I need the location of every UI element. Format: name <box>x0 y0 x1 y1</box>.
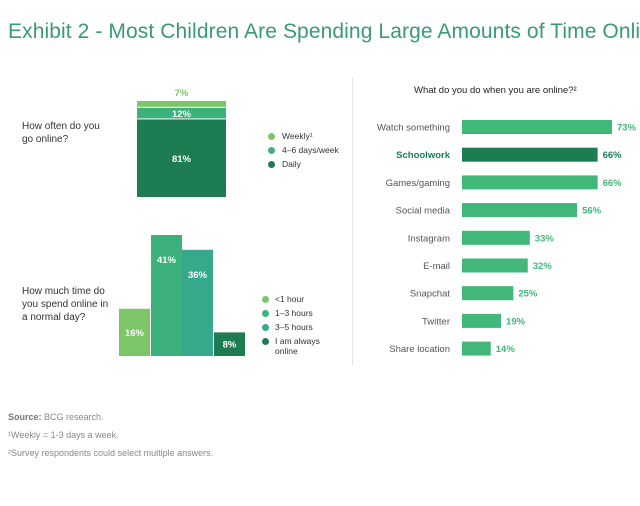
source-text: BCG research. <box>41 412 104 422</box>
time-bar-group: 16% 41% 36% 8% <box>119 235 245 356</box>
legend-label: Daily <box>282 159 301 169</box>
chart-title: Exhibit 2 - Most Children Are Spending L… <box>8 20 640 43</box>
legend-label: 3–5 hours <box>275 322 313 332</box>
stack-label: 7% <box>175 88 189 99</box>
footnote-2: ²Survey respondents could select multipl… <box>8 448 214 458</box>
time-bar <box>182 249 213 356</box>
value-label: 66% <box>603 178 623 189</box>
category-label: Share location <box>389 344 450 355</box>
category-label: Instagram <box>408 233 450 244</box>
time-bar-label: 8% <box>223 340 237 351</box>
activity-bar <box>462 203 578 218</box>
stack-segment <box>137 101 226 107</box>
time-bar-label: 41% <box>157 255 177 266</box>
value-label: 19% <box>506 316 526 327</box>
category-label: Social media <box>396 206 451 217</box>
activity-bar <box>462 175 598 190</box>
hbar-group: Watch something 73% Schoolwork 66% Games/gam… <box>377 120 637 356</box>
category-label: E-mail <box>423 261 450 272</box>
value-label: 25% <box>518 289 538 300</box>
legend-dot <box>268 147 275 154</box>
activity-bar <box>462 120 612 134</box>
time-chart: 16% 41% 36% 8% <box>119 235 245 356</box>
legend-label: 4–6 days/week <box>282 145 339 155</box>
activity-bar <box>462 313 502 328</box>
legend-dot <box>262 296 269 303</box>
stack-label: 81% <box>172 154 192 165</box>
activity-bar <box>462 258 528 273</box>
legend-dot <box>268 161 275 168</box>
activity-bar <box>462 341 491 356</box>
legend-label: 1–3 hours <box>275 308 313 318</box>
value-label: 56% <box>582 206 602 217</box>
stack-segment <box>137 107 226 119</box>
category-label: Games/gaming <box>386 178 450 189</box>
category-label: Snapchat <box>410 289 451 300</box>
time-bar-label: 36% <box>188 270 208 281</box>
legend-label: Weekly¹ <box>282 131 313 141</box>
value-label: 32% <box>533 261 553 272</box>
category-label: Watch something <box>377 123 450 134</box>
legend-dot <box>268 133 275 140</box>
legend-dot <box>262 338 269 345</box>
category-label: Twitter <box>422 316 450 327</box>
legend-dot <box>262 310 269 317</box>
value-label: 33% <box>535 233 555 244</box>
question-time: How much time do you spend online in a n… <box>22 286 109 323</box>
time-bar <box>214 332 245 356</box>
activity-bar <box>462 147 598 162</box>
frequency-chart: 81% 12% 7% <box>137 88 226 197</box>
stack-segment <box>137 119 226 197</box>
footnote-1: ¹Weekly = 1-3 days a week. <box>8 430 119 440</box>
value-label: 14% <box>496 344 516 355</box>
source-label: Source: <box>8 412 42 422</box>
stacked-bar-group: 81% 12% 7% <box>137 88 226 197</box>
question-frequency: How often do you go online? <box>22 121 100 145</box>
activity-bar <box>462 286 514 301</box>
divider <box>352 78 353 366</box>
time-bar <box>151 235 182 356</box>
time-bar-label: 16% <box>125 328 145 339</box>
value-label: 73% <box>617 123 637 134</box>
category-label: Schoolwork <box>396 150 451 161</box>
stack-label: 12% <box>172 109 192 120</box>
legend-dot <box>262 324 269 331</box>
activities-title: What do you do when you are online?² <box>414 85 577 96</box>
source-note: Source: BCG research. <box>8 412 104 422</box>
activities-chart: Watch something 73% Schoolwork 66% Games/gam… <box>377 120 637 356</box>
legend-label: I am always online <box>275 336 320 356</box>
time-bar <box>119 308 150 356</box>
value-label: 66% <box>603 150 623 161</box>
activity-bar <box>462 230 530 245</box>
legend-label: <1 hour <box>275 294 305 304</box>
